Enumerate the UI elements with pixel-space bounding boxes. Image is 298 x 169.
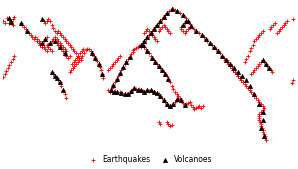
- Legend: Earthquakes, Volcanoes: Earthquakes, Volcanoes: [84, 155, 214, 165]
